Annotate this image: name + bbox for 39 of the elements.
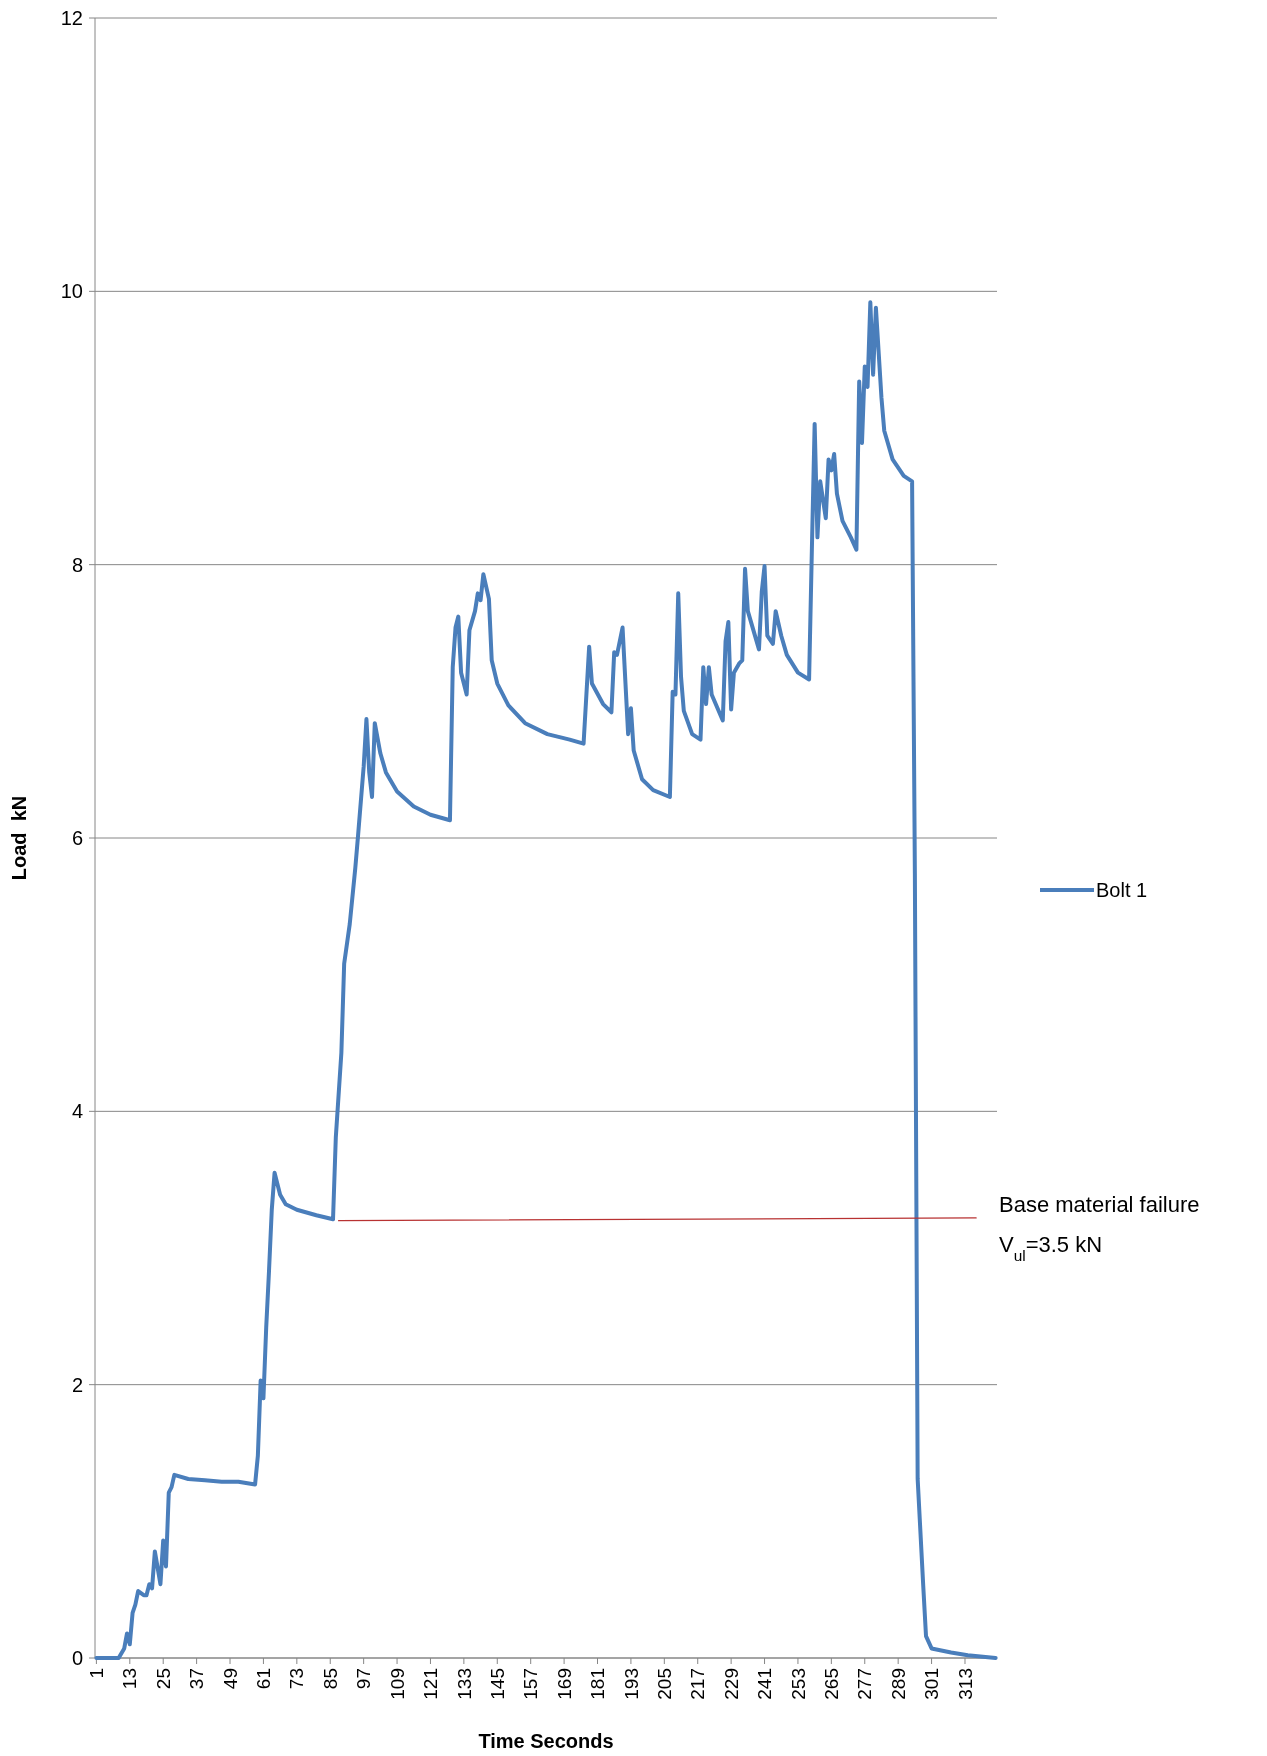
x-tick-label: 181	[587, 1668, 609, 1700]
x-tick-label: 1	[86, 1668, 108, 1679]
x-tick-label: 133	[453, 1668, 475, 1700]
y-tick-label: 12	[60, 7, 83, 29]
y-tick-label: 4	[71, 1100, 83, 1123]
x-tick-label: 145	[486, 1668, 508, 1700]
x-tick-label: 61	[253, 1668, 275, 1690]
x-axis-title: Time Seconds	[478, 1730, 614, 1752]
x-tick-label: 313	[954, 1668, 976, 1700]
x-tick-label: 25	[152, 1668, 174, 1690]
y-tick-label: 6	[71, 827, 83, 849]
x-tick-label: 49	[219, 1668, 241, 1690]
x-tick-label: 277	[854, 1668, 876, 1700]
text: Base material failure	[999, 1192, 1200, 1217]
x-tick-label: 13	[119, 1668, 141, 1690]
x-tick-label: 253	[787, 1668, 809, 1700]
x-tick-label: 193	[620, 1668, 642, 1700]
x-tick-label: 241	[754, 1668, 776, 1700]
x-tick-label: 265	[821, 1668, 842, 1700]
x-tick-label: 73	[286, 1668, 308, 1690]
x-tick-label: 229	[720, 1668, 742, 1700]
x-tick-label: 301	[921, 1668, 943, 1700]
y-axis-title: Load kN	[8, 795, 30, 881]
x-tick-label: 37	[186, 1668, 208, 1690]
y-tick-label: 10	[60, 280, 83, 303]
x-tick-label: 205	[653, 1668, 675, 1700]
x-tick-label: 169	[553, 1668, 575, 1700]
x-tick-label: 85	[319, 1668, 341, 1690]
y-tick-label: 8	[71, 553, 83, 576]
y-tick-label: 0	[71, 1647, 83, 1669]
x-tick-label: 109	[386, 1668, 408, 1700]
x-tick-label: 289	[887, 1668, 909, 1700]
x-tick-label: 121	[420, 1668, 442, 1700]
x-tick-label: 157	[520, 1668, 542, 1700]
y-tick-label: 2	[71, 1373, 83, 1396]
x-tick-label: 217	[687, 1668, 709, 1700]
x-tick-label: 97	[353, 1668, 375, 1690]
legend-label: Bolt 1	[1096, 879, 1148, 901]
text: V$_{ul}$=3.5 kN	[999, 1232, 1103, 1264]
